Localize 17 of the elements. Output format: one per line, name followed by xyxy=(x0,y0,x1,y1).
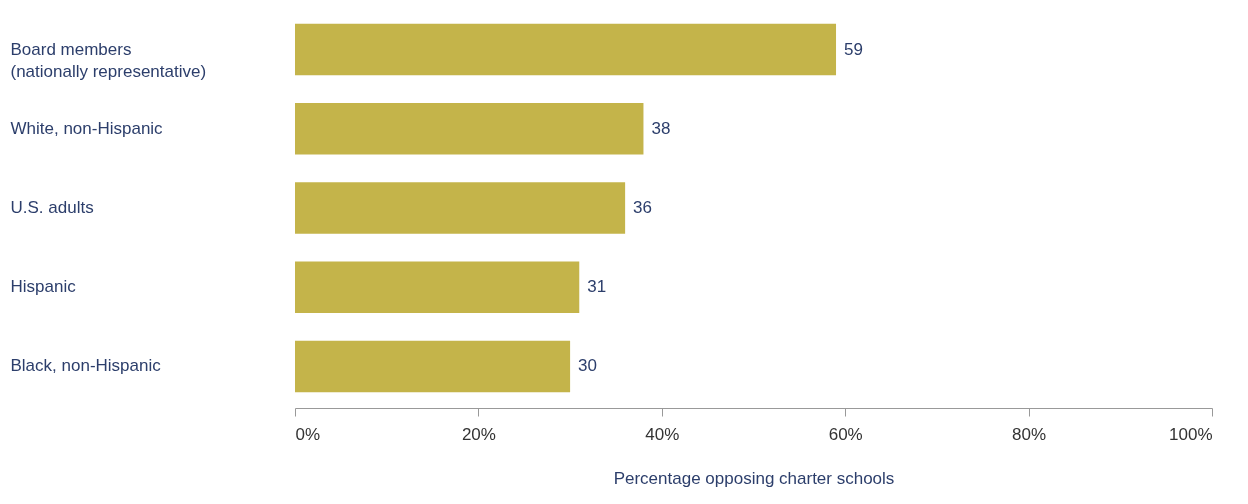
data-label: 36 xyxy=(633,198,653,217)
x-tick-label: 0% xyxy=(295,424,321,444)
data-label: 38 xyxy=(651,118,671,138)
x-tick-label: 60% xyxy=(828,424,863,444)
data-label: 30 xyxy=(578,356,598,376)
data-label: 31 xyxy=(587,277,607,297)
y-tick-label: Board members (nationally representative) xyxy=(10,39,207,81)
x-tick-label: 80% xyxy=(1012,424,1047,444)
y-tick-label: U.S. adults xyxy=(10,198,94,217)
x-tick-label: 100% xyxy=(1169,424,1213,444)
x-tick-label: 40% xyxy=(645,424,680,444)
y-tick-label: Hispanic xyxy=(10,277,77,297)
y-tick-label: Black, non-Hispanic xyxy=(10,356,162,376)
data-label: 59 xyxy=(844,39,863,59)
x-tick-label: 20% xyxy=(461,424,496,444)
x-axis-title: Percentage opposing charter schools xyxy=(613,468,895,488)
y-tick-label: White, non-Hispanic xyxy=(10,118,164,138)
